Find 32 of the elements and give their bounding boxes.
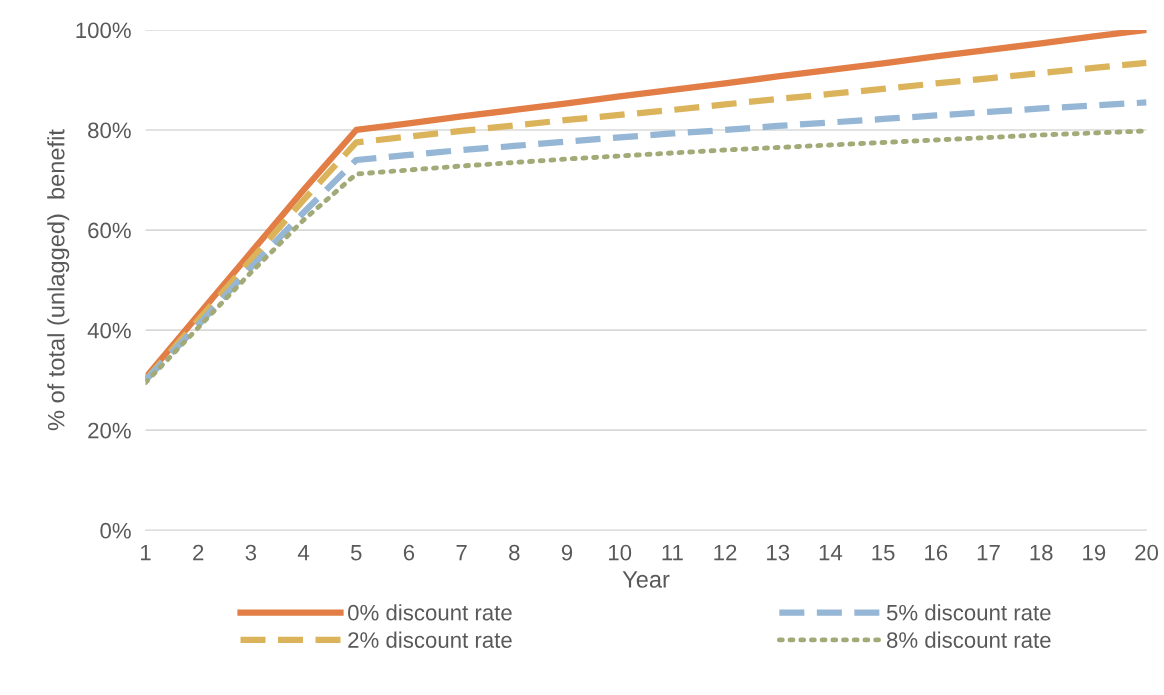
x-tick-label: 5 xyxy=(350,544,362,561)
y-tick-label: 100% xyxy=(76,22,131,39)
y-tick-label: 60% xyxy=(88,222,131,239)
y-tick-label: 20% xyxy=(88,422,131,439)
x-tick-label: 1 xyxy=(141,544,151,561)
x-tick-label: 17 xyxy=(977,544,1000,561)
x-tick-label: 6 xyxy=(403,544,415,561)
x-tick-label: 7 xyxy=(456,544,467,561)
x-tick-label: 20 xyxy=(1135,544,1159,561)
x-tick-label: 18 xyxy=(1030,544,1053,561)
x-tick-label: 16 xyxy=(925,544,948,561)
legend-label: 8% discount rate xyxy=(886,631,1051,648)
y-tick-label: 80% xyxy=(88,122,131,139)
x-tick-label: 13 xyxy=(767,544,790,561)
x-axis-title: Year xyxy=(622,571,670,588)
x-tick-label: 9 xyxy=(561,544,573,561)
y-tick-label: 40% xyxy=(87,322,131,339)
legend-label: 0% discount rate xyxy=(348,604,512,621)
y-tick-label: 0% xyxy=(100,522,131,539)
x-tick-label: 14 xyxy=(819,544,843,561)
x-tick-label: 19 xyxy=(1083,544,1106,561)
x-tick-label: 12 xyxy=(714,544,737,561)
x-tick-label: 11 xyxy=(662,544,683,561)
x-tick-label: 3 xyxy=(245,544,257,561)
y-axis-title: % of total (unlagged) benefit xyxy=(47,129,70,431)
x-tick-label: 4 xyxy=(297,544,310,561)
x-tick-label: 8 xyxy=(509,544,520,561)
legend-label: 5% discount rate xyxy=(886,604,1051,621)
x-tick-label: 2 xyxy=(193,544,204,561)
legend-label: 2% discount rate xyxy=(348,631,512,648)
x-tick-label: 10 xyxy=(609,544,632,561)
x-tick-label: 15 xyxy=(872,544,895,561)
